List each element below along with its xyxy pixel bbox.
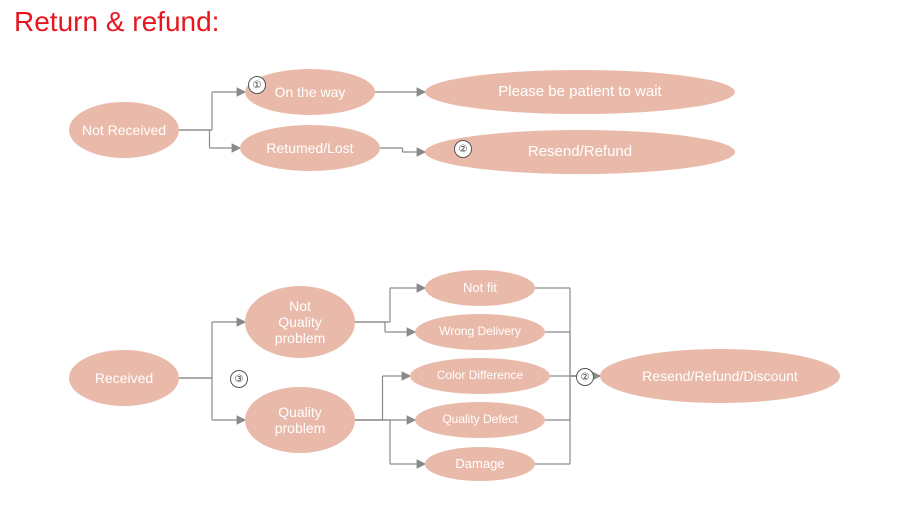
- step-marker-m2b: ②: [576, 368, 594, 386]
- step-marker-m1: ①: [248, 76, 266, 94]
- node-received: Received: [69, 350, 179, 406]
- node-resend_refund2: Resend/Refund/Discount: [600, 349, 840, 403]
- node-resend_refund1: Resend/Refund: [425, 130, 735, 174]
- node-not_received: Not Received: [69, 102, 179, 158]
- step-marker-m3: ③: [230, 370, 248, 388]
- page-title: Return & refund:: [14, 6, 219, 38]
- node-qual_defect: Quality Defect: [415, 402, 545, 438]
- node-color_diff: Color Difference: [410, 358, 550, 394]
- node-wrong_del: Wrong Delivery: [415, 314, 545, 350]
- node-on_the_way: On the way: [245, 69, 375, 115]
- node-patient: Please be patient to wait: [425, 70, 735, 114]
- step-marker-m2a: ②: [454, 140, 472, 158]
- node-damage: Damage: [425, 447, 535, 481]
- node-returned_lost: Retumed/Lost: [240, 125, 380, 171]
- node-not_quality: Not Quality problem: [245, 286, 355, 358]
- node-not_fit: Not fit: [425, 270, 535, 306]
- flowchart-canvas: Return & refund: Not Received On the way R…: [0, 0, 908, 529]
- node-quality: Quality problem: [245, 387, 355, 453]
